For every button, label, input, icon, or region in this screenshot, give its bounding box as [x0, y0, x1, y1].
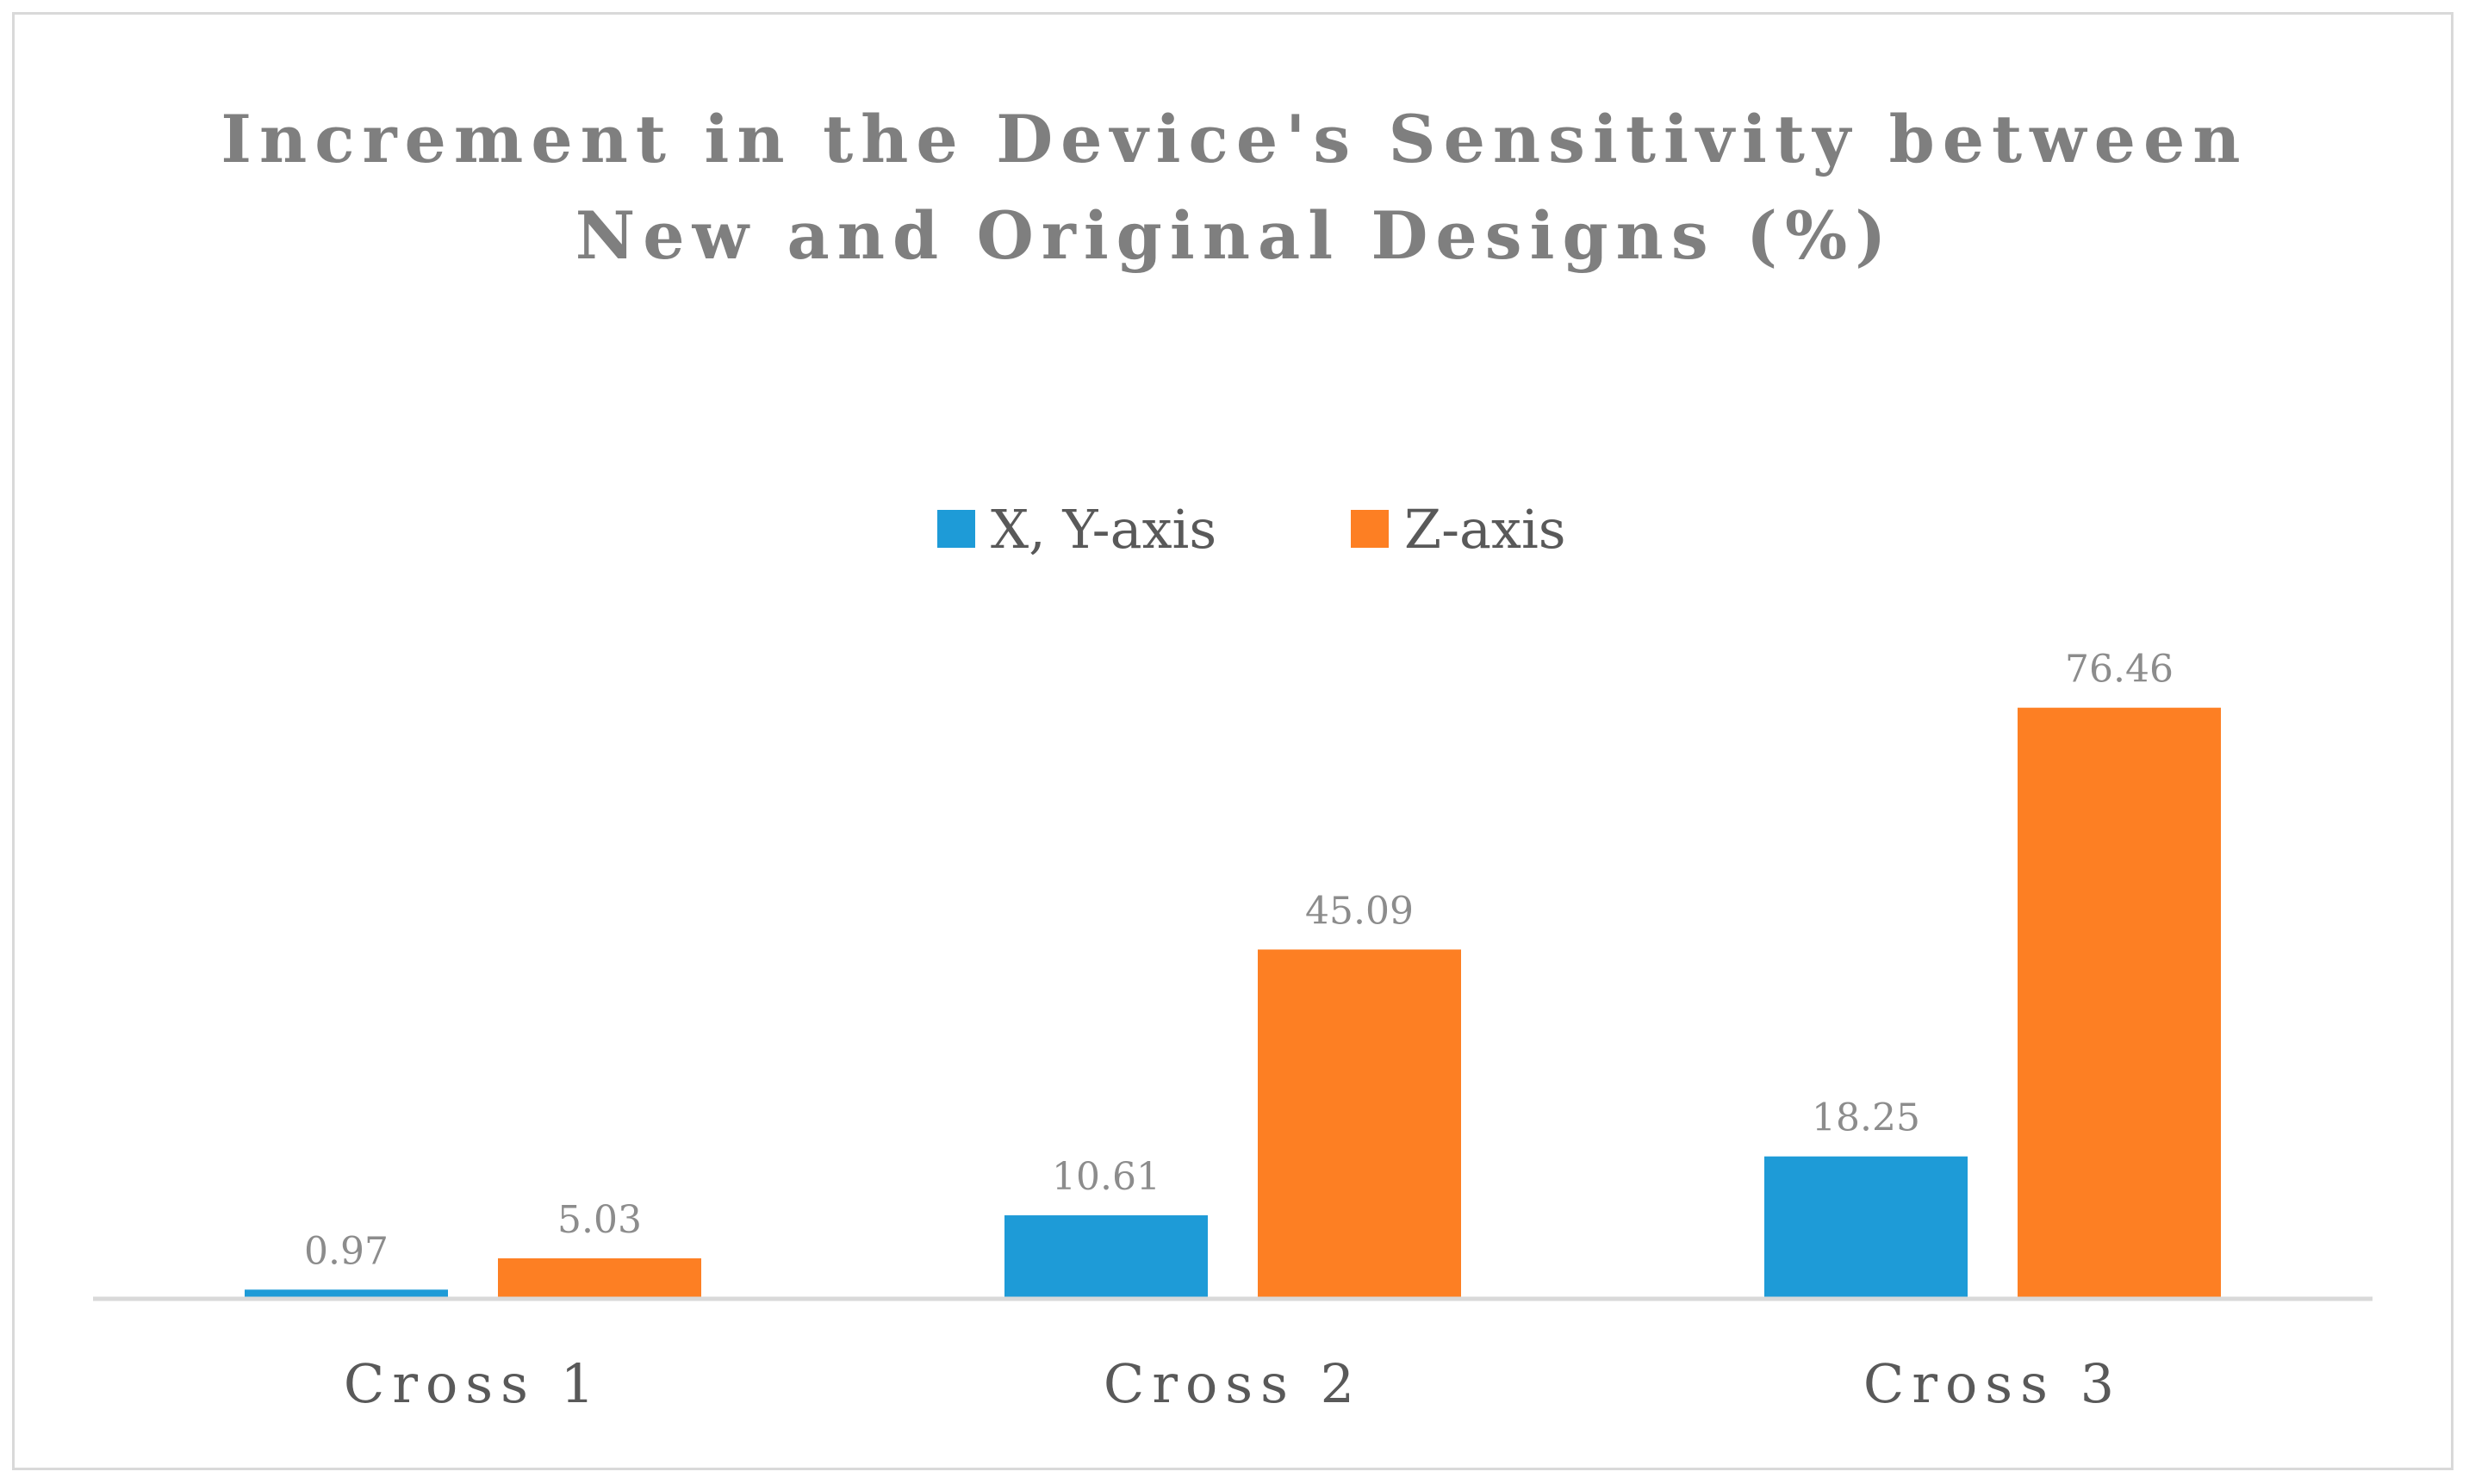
bar-z-axis-cross-1: [498, 1257, 701, 1297]
bar-z-axis-cross-3: [2018, 707, 2221, 1297]
category-label-cross-3: Cross 3: [1863, 1352, 2122, 1415]
legend: X, Y-axis Z-axis: [937, 498, 1566, 561]
data-label-z-axis-cross-2: 45.09: [1305, 889, 1414, 933]
data-label-x-y-axis-cross-3: 18.25: [1812, 1096, 1920, 1140]
data-label-z-axis-cross-1: 5.03: [557, 1198, 642, 1242]
data-label-z-axis-cross-3: 76.46: [2065, 648, 2174, 692]
bar-z-axis-cross-2: [1258, 949, 1461, 1297]
data-label-x-y-axis-cross-1: 0.97: [304, 1229, 389, 1273]
bar-x-y-axis-cross-2: [1004, 1215, 1208, 1297]
legend-label-xy-axis: X, Y-axis: [991, 498, 1216, 561]
data-label-x-y-axis-cross-2: 10.61: [1052, 1155, 1160, 1199]
chart-title-line-1: Increment in the Device's Sensitivity be…: [221, 101, 2248, 177]
legend-swatch-xy-axis: [937, 510, 975, 548]
legend-swatch-z-axis: [1351, 510, 1389, 548]
bar-x-y-axis-cross-1: [245, 1289, 448, 1297]
category-labels-group: Cross 1 Cross 2 Cross 3: [344, 1352, 2122, 1415]
data-labels-group: 0.97 5.03 10.61 45.09 18.25 76.46: [304, 648, 2174, 1274]
category-label-cross-2: Cross 2: [1104, 1352, 1362, 1415]
category-label-cross-1: Cross 1: [344, 1352, 602, 1415]
chart-title-line-2: New and Original Designs (%): [575, 197, 1894, 274]
bar-x-y-axis-cross-3: [1764, 1156, 1968, 1297]
legend-label-z-axis: Z-axis: [1404, 498, 1566, 561]
bars-group: [245, 707, 2221, 1297]
